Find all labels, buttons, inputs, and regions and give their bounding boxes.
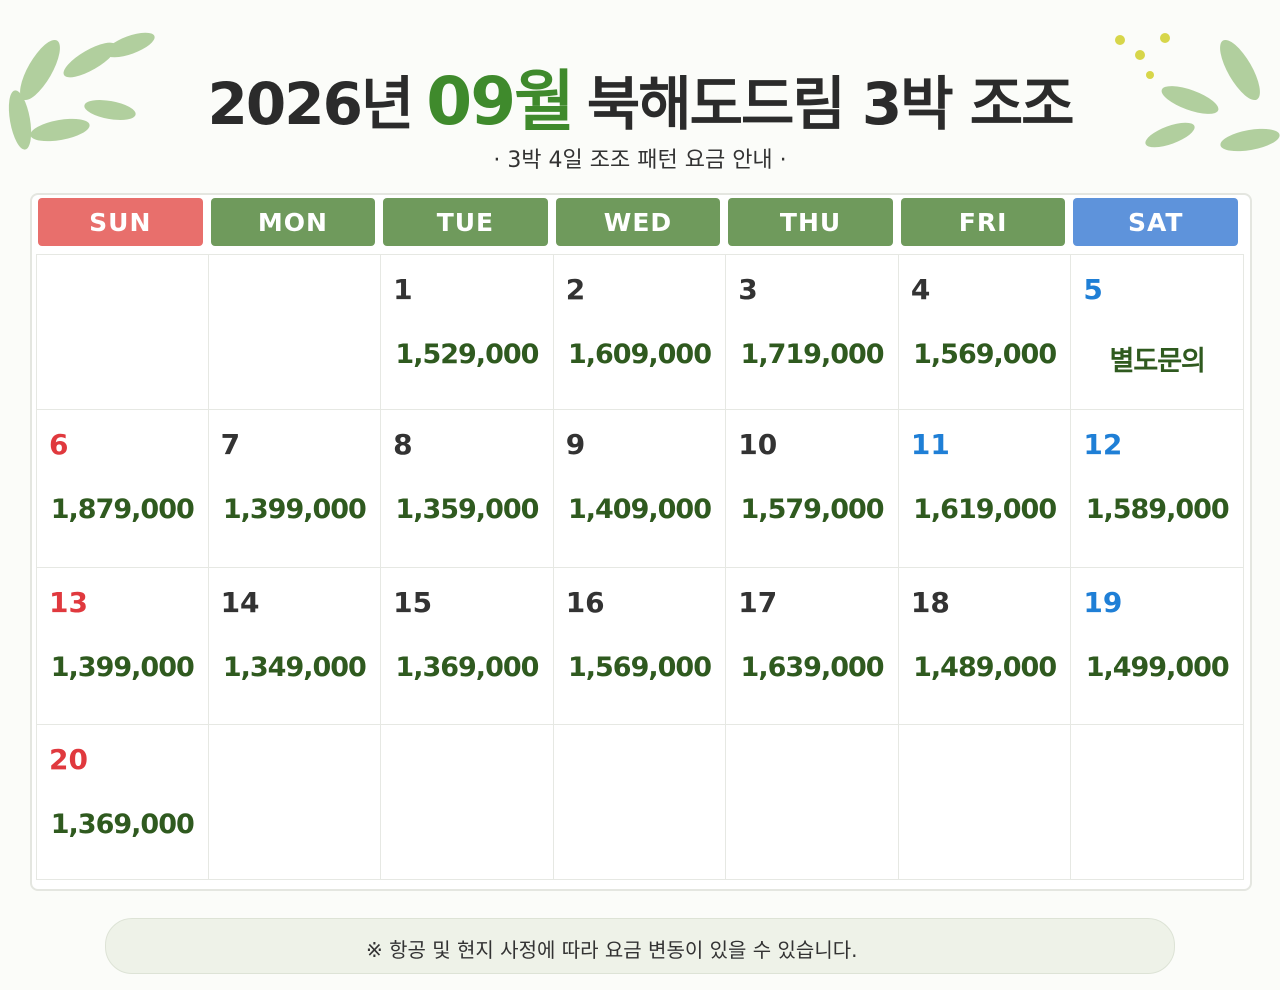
price: 1,579,000 xyxy=(740,494,885,525)
weekday-header: THU xyxy=(728,198,893,246)
price: 1,619,000 xyxy=(913,494,1057,525)
day-cell: 16 1,569,000 xyxy=(553,568,727,725)
day-number: 19 xyxy=(1083,586,1123,619)
price: 1,499,000 xyxy=(1085,652,1230,683)
day-number: 10 xyxy=(738,428,778,461)
title-rest: 북해도드림 3박 조조 xyxy=(586,70,1075,138)
weekday-header: WED xyxy=(555,198,721,246)
day-number: 7 xyxy=(220,428,241,461)
price: 1,639,000 xyxy=(740,652,885,683)
day-cell: 12 1,589,000 xyxy=(1071,410,1244,568)
day-number: 2 xyxy=(565,273,586,306)
day-number: 1 xyxy=(393,273,413,306)
day-number: 8 xyxy=(393,428,413,461)
day-cell: 14 1,349,000 xyxy=(208,568,382,725)
price: 1,529,000 xyxy=(395,339,539,370)
title-month: 09월 xyxy=(426,63,575,140)
day-number: 16 xyxy=(565,586,605,619)
day-cell: 2 1,609,000 xyxy=(553,254,727,410)
day-cell: 15 1,369,000 xyxy=(381,568,554,725)
day-cell: 13 1,399,000 xyxy=(36,568,209,725)
day-cell: 20 1,369,000 xyxy=(36,725,209,880)
day-cell: 8 1,359,000 xyxy=(381,410,554,568)
price: 1,369,000 xyxy=(395,652,539,683)
day-number: 6 xyxy=(49,428,69,461)
day-number: 20 xyxy=(49,743,88,776)
title-year: 2026년 xyxy=(207,70,415,138)
calendar-frame xyxy=(30,193,1252,891)
notice-bar xyxy=(105,918,1175,974)
price: 1,569,000 xyxy=(913,339,1057,370)
price: 별도문의 xyxy=(1109,346,1206,377)
day-number: 18 xyxy=(910,586,950,619)
price: 1,399,000 xyxy=(50,652,195,683)
subtitle: · 3박 4일 조조 패턴 요금 안내 · xyxy=(493,148,787,173)
day-number: 9 xyxy=(565,428,586,461)
price: 1,609,000 xyxy=(567,339,712,370)
day-cell xyxy=(726,725,899,880)
day-number: 3 xyxy=(738,273,758,306)
notice-text: ※ 항공 및 현지 사정에 따라 요금 변동이 있을 수 있습니다. xyxy=(366,938,858,962)
day-cell xyxy=(208,254,382,410)
weekday-header: MON xyxy=(210,198,376,246)
price: 1,359,000 xyxy=(395,494,539,525)
day-number: 17 xyxy=(738,586,778,619)
weekday-header: SAT xyxy=(1073,198,1238,246)
day-cell xyxy=(381,725,554,880)
day-cell: 1 1,529,000 xyxy=(381,254,554,410)
day-cell: 3 1,719,000 xyxy=(726,254,899,410)
price: 1,719,000 xyxy=(740,339,885,370)
day-cell: 7 1,399,000 xyxy=(208,410,382,568)
day-number: 13 xyxy=(49,586,88,619)
day-cell: 18 1,489,000 xyxy=(898,568,1072,725)
weekday-header: FRI xyxy=(900,198,1066,246)
day-cell: 5 별도문의 xyxy=(1071,254,1244,410)
day-cell: 19 1,499,000 xyxy=(1071,568,1244,725)
price: 1,489,000 xyxy=(913,652,1057,683)
price: 1,569,000 xyxy=(567,652,712,683)
day-cell xyxy=(208,725,382,880)
price: 1,879,000 xyxy=(50,494,195,525)
weekday-header: SUN xyxy=(38,198,203,246)
day-number: 11 xyxy=(910,428,950,461)
price: 1,369,000 xyxy=(50,809,195,840)
day-cell: 9 1,409,000 xyxy=(553,410,727,568)
weekday-header: TUE xyxy=(383,198,548,246)
day-cell: 17 1,639,000 xyxy=(726,568,899,725)
day-cell: 10 1,579,000 xyxy=(726,410,899,568)
day-cell: 6 1,879,000 xyxy=(36,410,209,568)
price: 1,399,000 xyxy=(222,494,367,525)
day-number: 4 xyxy=(910,273,931,306)
day-cell xyxy=(553,725,727,880)
day-cell xyxy=(1071,725,1244,880)
day-number: 14 xyxy=(220,586,260,619)
day-cell xyxy=(898,725,1072,880)
day-number: 5 xyxy=(1083,273,1103,306)
day-cell xyxy=(36,254,209,410)
day-cell: 4 1,569,000 xyxy=(898,254,1072,410)
title: 2026년 09월 북해도드림 3박 조조 xyxy=(0,48,1280,144)
day-number: 12 xyxy=(1083,428,1123,461)
price: 1,589,000 xyxy=(1085,494,1230,525)
day-cell: 11 1,619,000 xyxy=(898,410,1072,568)
price: 1,349,000 xyxy=(222,652,367,683)
day-number: 15 xyxy=(393,586,433,619)
price: 1,409,000 xyxy=(567,494,712,525)
